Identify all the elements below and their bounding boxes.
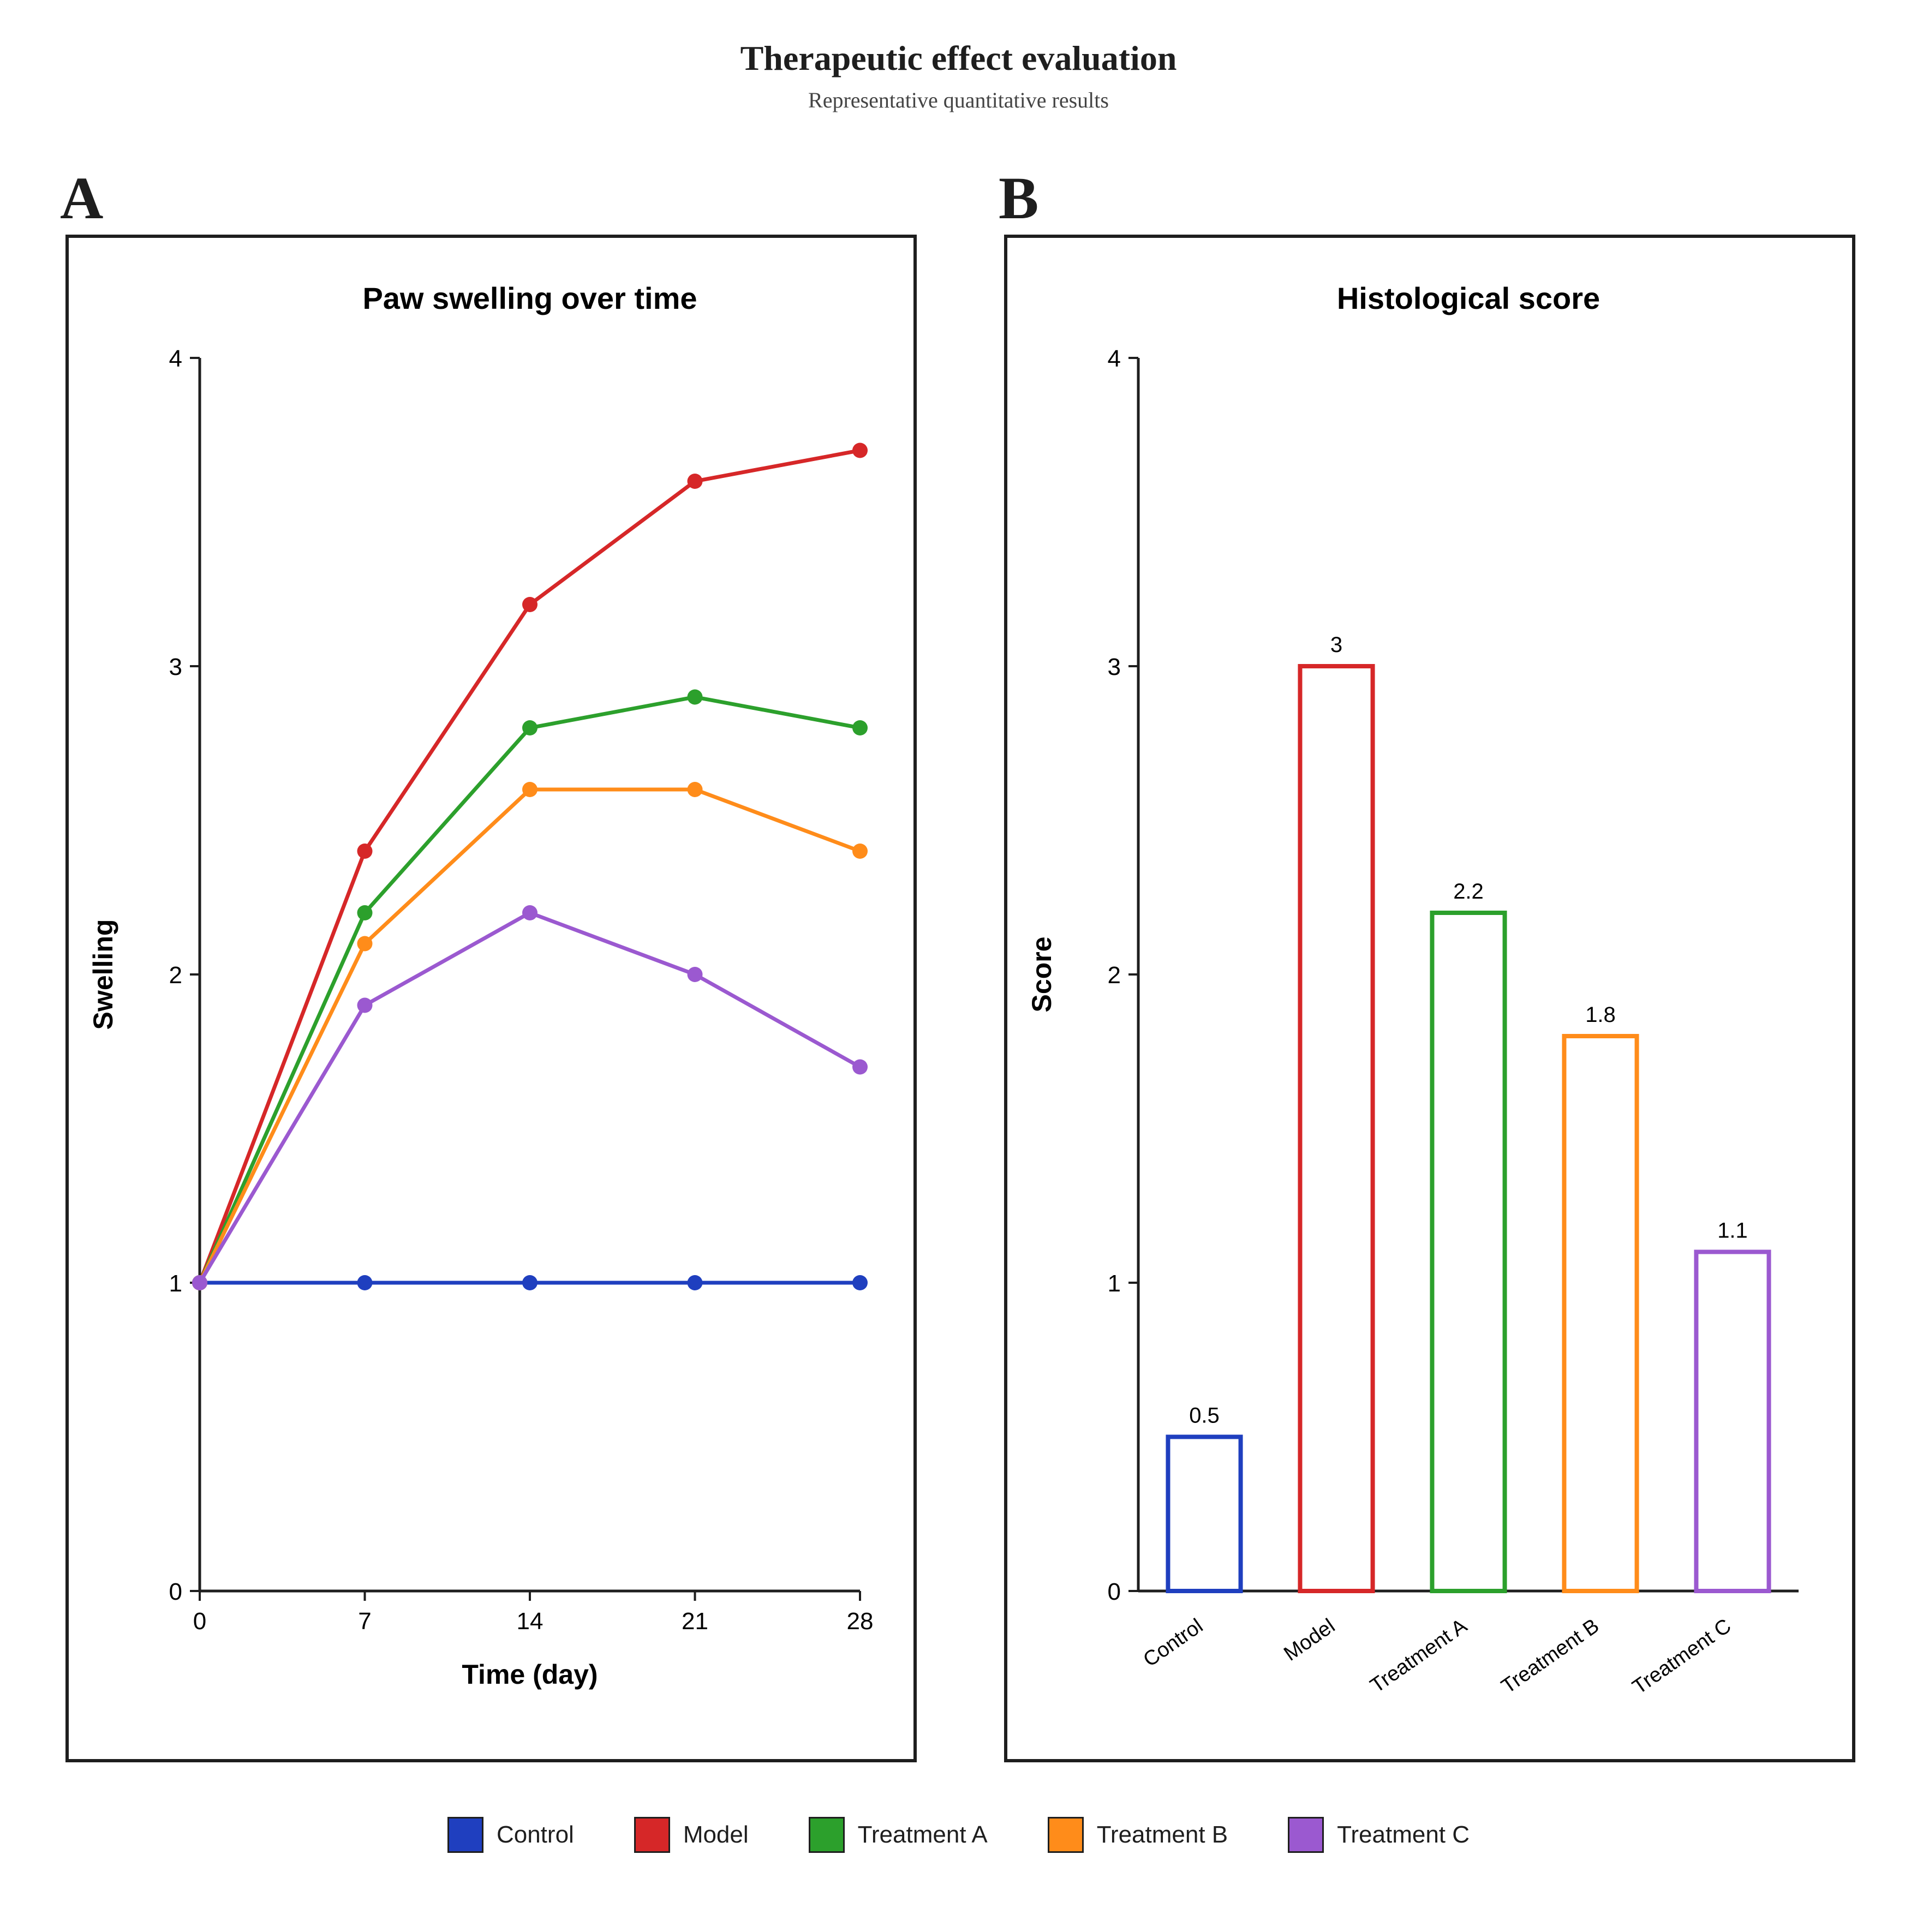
legend-label: Control <box>496 1821 574 1848</box>
legend-label: Model <box>683 1821 749 1848</box>
panel-b: Histological score 0 1 2 3 4 0.5 Control 3 Model 2… <box>1004 235 1855 1762</box>
data-point <box>852 1275 868 1290</box>
line-x-tick-label: 28 <box>847 1608 874 1635</box>
data-point <box>522 597 538 612</box>
bar-y-axis-label: Score <box>1026 937 1057 1013</box>
line-y-tick-label: 2 <box>169 962 182 989</box>
bar-value-label: 0.5 <box>1189 1404 1220 1428</box>
figure-subtitle: Representative quantitative results <box>808 88 1109 112</box>
bar-y-tick-label: 3 <box>1108 654 1121 680</box>
bar-category-label: Control <box>1139 1614 1207 1672</box>
bar <box>1694 1249 1771 1593</box>
bar-y-tick-label: 2 <box>1108 962 1121 989</box>
data-point <box>687 1275 703 1290</box>
bar-value-label: 2.2 <box>1453 880 1484 904</box>
data-point <box>852 720 868 735</box>
line-y-tick-label: 3 <box>169 654 182 680</box>
bar-y-tick-label: 4 <box>1108 345 1121 372</box>
data-point <box>852 442 868 458</box>
bar <box>1298 664 1375 1593</box>
data-point <box>687 967 703 982</box>
line-x-tick-label: 21 <box>682 1608 708 1635</box>
line-y-tick-label: 4 <box>169 345 182 372</box>
data-point <box>357 997 373 1013</box>
data-point <box>357 936 373 952</box>
panel-a: Paw swelling over time 0 1 2 3 4 0 7 14 21 28 Time … <box>65 235 917 1762</box>
line-chart: Paw swelling over time 0 1 2 3 4 0 7 14 21 28 Time … <box>88 281 874 1690</box>
legend-item: Model <box>634 1817 749 1853</box>
line-x-tick-label: 14 <box>517 1608 544 1635</box>
series-line <box>198 911 861 1284</box>
legend-swatch <box>634 1817 670 1853</box>
panel-a-label: A <box>60 165 104 231</box>
data-point <box>357 1275 373 1290</box>
bar-chart: Histological score 0 1 2 3 4 0.5 Control 3 Model 2… <box>1026 281 1799 1699</box>
data-point <box>522 905 538 920</box>
data-point <box>192 1275 207 1290</box>
bar <box>1562 1034 1639 1593</box>
data-point <box>687 689 703 705</box>
panel-b-label: B <box>999 165 1039 231</box>
data-point <box>357 844 373 859</box>
legend-item: Treatment C <box>1288 1817 1470 1853</box>
legend-label: Treatment B <box>1096 1821 1228 1848</box>
data-point <box>522 1275 538 1290</box>
line-x-tick-label: 0 <box>193 1608 206 1635</box>
data-point <box>522 720 538 735</box>
legend-label: Treatment A <box>857 1821 988 1848</box>
figure-title: Therapeutic effect evaluation <box>740 39 1177 77</box>
data-point <box>687 474 703 489</box>
line-y-tick-label: 1 <box>169 1270 182 1297</box>
legend-label: Treatment C <box>1337 1821 1470 1848</box>
data-point <box>852 1059 868 1075</box>
series-line <box>198 787 861 1284</box>
line-y-axis-label: Swelling <box>88 919 118 1030</box>
legend-item: Treatment A <box>808 1817 988 1853</box>
legend-swatch <box>447 1817 483 1853</box>
line-x-tick-label: 7 <box>358 1608 371 1635</box>
bar-value-label: 3 <box>1330 633 1342 657</box>
bar-y-tick-label: 0 <box>1108 1578 1121 1605</box>
data-point <box>687 782 703 797</box>
legend-swatch <box>1288 1817 1324 1853</box>
bar-y-tick-label: 1 <box>1108 1270 1121 1297</box>
legend-swatch <box>1047 1817 1084 1853</box>
data-point <box>852 844 868 859</box>
data-point <box>522 782 538 797</box>
bar-chart-title: Histological score <box>1337 281 1600 315</box>
legend-item: Control <box>447 1817 574 1853</box>
bar-category-label: Treatment C <box>1628 1614 1735 1699</box>
legend-swatch <box>808 1817 845 1853</box>
series-line <box>198 448 861 1284</box>
bar <box>1166 1434 1243 1593</box>
data-point <box>357 905 373 920</box>
bar-category-label: Model <box>1280 1614 1339 1666</box>
bar <box>1430 911 1507 1593</box>
line-chart-title: Paw swelling over time <box>362 281 697 315</box>
legend-item: Treatment B <box>1047 1817 1228 1853</box>
bar-value-label: 1.8 <box>1585 1003 1616 1027</box>
bar-value-label: 1.1 <box>1717 1219 1748 1243</box>
line-x-axis-label: Time (day) <box>462 1659 598 1690</box>
bar-category-label: Treatment A <box>1366 1614 1472 1698</box>
legend: Control Model Treatment A Treatment B Treatm… <box>65 1817 1852 1853</box>
bar-category-label: Treatment B <box>1497 1614 1603 1698</box>
line-y-tick-label: 0 <box>169 1578 182 1605</box>
